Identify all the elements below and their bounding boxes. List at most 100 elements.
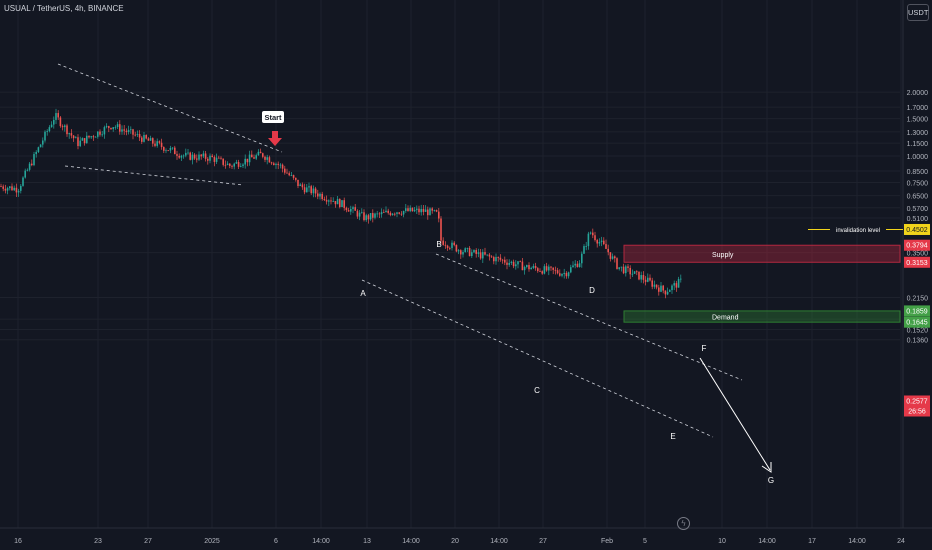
candle-body xyxy=(209,155,211,161)
candle-body xyxy=(323,199,326,200)
candle-body xyxy=(616,258,618,269)
candle-body xyxy=(88,135,90,138)
candle-body xyxy=(77,137,79,147)
candle-body xyxy=(169,148,172,151)
price-label-box xyxy=(904,239,930,251)
candle-body xyxy=(427,209,429,216)
candle-body xyxy=(213,157,216,162)
candle-body xyxy=(46,131,48,132)
demand-label: Demand xyxy=(712,315,739,322)
candle-body xyxy=(191,154,194,160)
candle-body xyxy=(361,212,363,214)
price-label-box xyxy=(904,316,930,328)
candle-body xyxy=(647,277,649,282)
candle-body xyxy=(440,218,442,241)
lightning-icon[interactable]: ϟ xyxy=(677,517,690,530)
price-label-box xyxy=(904,256,930,268)
candle-body xyxy=(407,208,409,212)
candle-body xyxy=(138,134,141,138)
x-tick-label: 13 xyxy=(363,538,371,545)
candle-body xyxy=(90,136,92,138)
candle-body xyxy=(587,233,590,247)
candle-body xyxy=(273,163,275,165)
candle-body xyxy=(673,283,675,286)
candle-body xyxy=(594,235,596,241)
x-tick-label: 2025 xyxy=(204,538,220,545)
candle-body xyxy=(35,151,37,155)
candle-body xyxy=(649,277,651,281)
candle-body xyxy=(75,137,77,139)
candle-body xyxy=(79,140,81,147)
candle-body xyxy=(275,163,277,165)
candle-body xyxy=(174,147,176,155)
candle-body xyxy=(189,152,191,160)
y-tick-label: 0.3500 xyxy=(907,251,929,258)
candle-body xyxy=(596,240,598,244)
candle-body xyxy=(387,210,389,213)
candle-body xyxy=(658,287,660,292)
candle-body xyxy=(614,256,616,259)
candle-body xyxy=(539,271,541,272)
candle-body xyxy=(246,158,249,163)
y-tick-label: 1.3000 xyxy=(907,130,929,137)
wave-label-a: A xyxy=(360,289,366,298)
price-label: 0.1645 xyxy=(906,320,928,327)
candle-body xyxy=(262,153,264,157)
x-tick-label: 27 xyxy=(144,538,152,545)
candle-body xyxy=(235,162,238,164)
candle-body xyxy=(477,252,480,254)
candle-body xyxy=(444,244,447,246)
candle-body xyxy=(198,154,200,160)
candle-body xyxy=(125,130,128,133)
candle-body xyxy=(598,241,601,244)
candle-body xyxy=(464,248,466,252)
candle-body xyxy=(600,240,603,242)
candle-body xyxy=(123,129,125,131)
candle-body xyxy=(490,256,493,258)
candle-body xyxy=(325,199,328,202)
candle-body xyxy=(101,134,103,136)
candle-body xyxy=(530,267,532,270)
candle-body xyxy=(543,266,546,274)
price-label: 0.3153 xyxy=(906,260,928,267)
x-tick-label: 14:00 xyxy=(402,538,420,545)
candle-body xyxy=(295,177,297,180)
candle-body xyxy=(306,187,308,193)
candle-body xyxy=(493,257,495,262)
price-label: 26:56 xyxy=(908,409,926,416)
candle-body xyxy=(528,265,530,270)
x-tick-label: 17 xyxy=(808,538,816,545)
candle-body xyxy=(660,285,662,292)
candle-body xyxy=(413,209,416,212)
candle-body xyxy=(451,242,453,249)
y-tick-label: 1.7000 xyxy=(907,105,929,112)
candle-body xyxy=(259,151,262,154)
candle-body xyxy=(631,273,634,275)
candle-body xyxy=(625,266,627,274)
candle-body xyxy=(44,131,46,141)
candle-body xyxy=(136,134,139,135)
candle-body xyxy=(398,212,400,214)
candle-body xyxy=(653,284,656,287)
candle-body xyxy=(574,263,576,266)
candle-body xyxy=(48,127,51,132)
candle-body xyxy=(220,157,222,159)
candle-body xyxy=(178,155,180,158)
candle-body xyxy=(532,265,535,268)
candle-body xyxy=(358,212,361,217)
candle-body xyxy=(59,117,62,127)
candle-body xyxy=(455,244,458,252)
candle-body xyxy=(180,155,183,158)
y-tick-label: 0.7500 xyxy=(907,180,929,187)
symbol-title[interactable]: USUAL / TetherUS, 4h, BINANCE xyxy=(4,4,124,13)
candle-body xyxy=(112,127,114,130)
candle-body xyxy=(675,283,678,288)
candle-body xyxy=(17,190,20,193)
candle-body xyxy=(61,126,64,128)
candle-body xyxy=(193,154,196,159)
candle-body xyxy=(633,271,636,274)
wave-label-c: C xyxy=(534,386,540,395)
currency-button[interactable]: USDT xyxy=(907,4,929,21)
candle-body xyxy=(13,187,15,191)
